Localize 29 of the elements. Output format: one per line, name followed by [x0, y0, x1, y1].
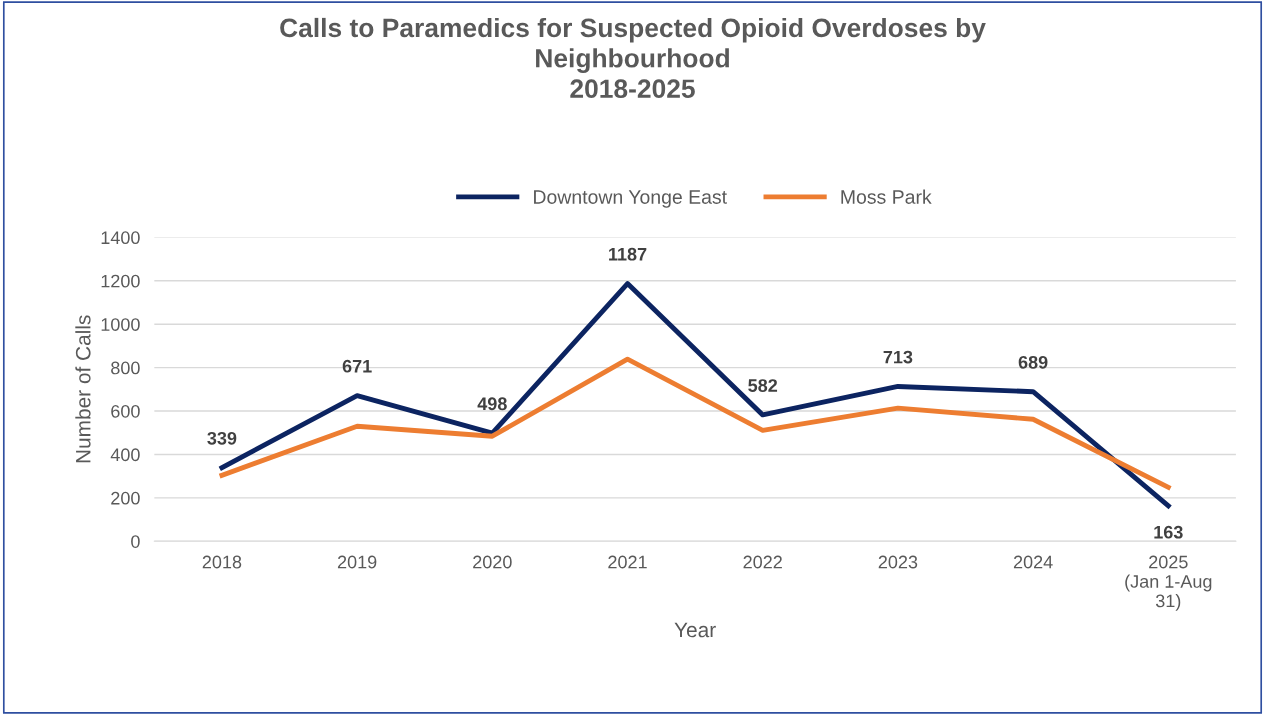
y-tick-label: 1200 — [101, 274, 140, 288]
data-label: 1187 — [609, 247, 647, 261]
data-label: 582 — [748, 379, 778, 392]
data-label: 498 — [477, 397, 507, 411]
x-tick-label: 2022 — [743, 555, 782, 569]
x-tick-label: 2024 — [1013, 555, 1053, 569]
x-tick-label: 2018 — [202, 555, 242, 569]
chart-title: Calls to Paramedics for Suspected Opioid Overdoses by Neighbourhood 2018-2025 — [280, 17, 986, 99]
y-tick-label: 1400 — [101, 231, 140, 245]
x-tick-label: 2019 — [337, 555, 377, 569]
legend-label: Downtown Yonge East — [534, 190, 727, 208]
data-label: 339 — [207, 431, 237, 445]
x-axis-title: Year — [674, 622, 716, 638]
data-label: 163 — [1154, 525, 1183, 539]
x-tick-label: 2021 — [608, 555, 647, 569]
y-tick-label: 0 — [131, 535, 140, 548]
y-axis-title: Number of Calls — [75, 315, 91, 463]
y-tick-label: 800 — [111, 361, 140, 375]
y-tick-label: 600 — [111, 404, 140, 418]
x-tick-label: 2023 — [878, 555, 918, 569]
data-label: 671 — [342, 359, 372, 373]
y-tick-label: 400 — [110, 448, 140, 462]
data-label: 689 — [1018, 355, 1048, 369]
legend-label: Moss Park — [841, 189, 932, 204]
x-tick-label: 2020 — [473, 555, 512, 569]
x-tick-label: 2025 (Jan 1-Aug 31) — [1125, 555, 1212, 611]
y-tick-label: 1000 — [101, 318, 140, 331]
data-label: 713 — [883, 350, 913, 364]
y-tick-label: 200 — [111, 491, 140, 505]
